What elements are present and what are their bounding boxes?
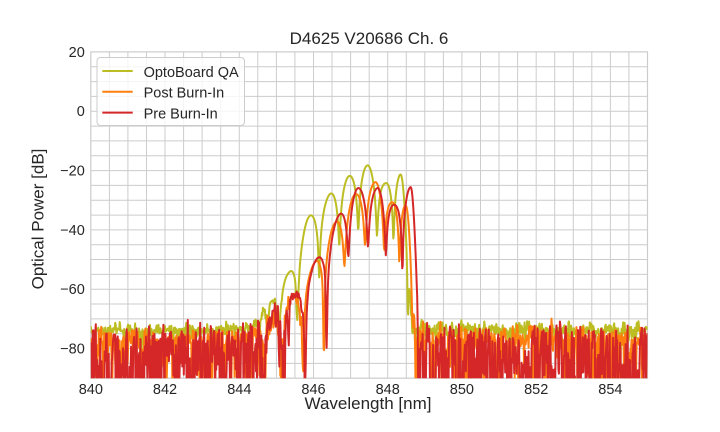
svg-text:852: 852 [524, 382, 548, 398]
svg-text:20: 20 [69, 45, 85, 61]
svg-text:848: 848 [376, 382, 400, 398]
svg-text:844: 844 [227, 382, 251, 398]
svg-text:840: 840 [79, 382, 103, 398]
svg-text:842: 842 [153, 382, 177, 398]
svg-text:846: 846 [301, 382, 325, 398]
svg-text:−60: −60 [60, 282, 85, 298]
svg-text:−80: −80 [60, 342, 85, 358]
svg-text:−20: −20 [60, 164, 85, 180]
svg-text:0: 0 [77, 104, 85, 120]
svg-text:OptoBoard QA: OptoBoard QA [144, 65, 239, 81]
svg-text:Pre Burn-In: Pre Burn-In [144, 107, 218, 123]
svg-text:−40: −40 [60, 223, 85, 239]
svg-text:D4625 V20686 Ch. 6: D4625 V20686 Ch. 6 [290, 29, 449, 48]
svg-text:Post Burn-In: Post Burn-In [144, 86, 225, 102]
svg-text:Wavelength [nm]: Wavelength [nm] [305, 394, 432, 413]
svg-text:850: 850 [450, 382, 474, 398]
svg-text:854: 854 [598, 382, 622, 398]
svg-text:Optical Power [dB]: Optical Power [dB] [29, 149, 48, 290]
